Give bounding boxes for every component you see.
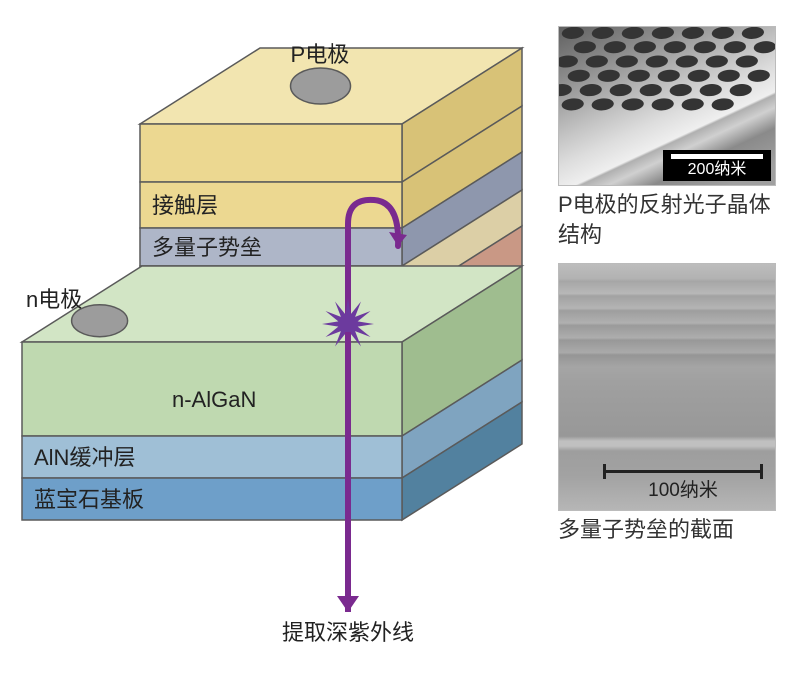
svg-text:蓝宝石基板: 蓝宝石基板 bbox=[34, 487, 144, 512]
right-panel: 200纳米 P电极的反射光子晶体结构 100纳米 多量子势垒的截面 bbox=[558, 26, 778, 559]
sem-bottom-caption: 多量子势垒的截面 bbox=[558, 515, 778, 545]
sem-top-scale-text: 200纳米 bbox=[688, 161, 747, 178]
svg-text:接触层: 接触层 bbox=[152, 193, 218, 218]
sem-top-image: 200纳米 bbox=[558, 26, 776, 186]
honeycomb-overlay bbox=[559, 27, 775, 129]
svg-text:n-AlGaN: n-AlGaN bbox=[172, 387, 256, 412]
svg-text:提取深紫外线: 提取深紫外线 bbox=[282, 620, 414, 645]
svg-text:P电极: P电极 bbox=[291, 42, 350, 67]
sem-top-scalebar: 200纳米 bbox=[663, 150, 771, 181]
led-stack-diagram: P电极接触层多量子势垒p-AlGaN发光层n-AlGaNAlN缓冲层蓝宝石基板提… bbox=[0, 0, 556, 677]
sem-top-caption: P电极的反射光子晶体结构 bbox=[558, 190, 778, 249]
svg-text:多量子势垒: 多量子势垒 bbox=[152, 235, 262, 260]
svg-text:AlN缓冲层: AlN缓冲层 bbox=[34, 445, 135, 470]
n-electrode-label: n电极 bbox=[26, 282, 82, 314]
sem-bottom-scale-text: 100纳米 bbox=[603, 475, 763, 502]
sem-bottom-image: 100纳米 bbox=[558, 263, 776, 511]
sem-bottom-scalebar: 100纳米 bbox=[603, 470, 763, 502]
